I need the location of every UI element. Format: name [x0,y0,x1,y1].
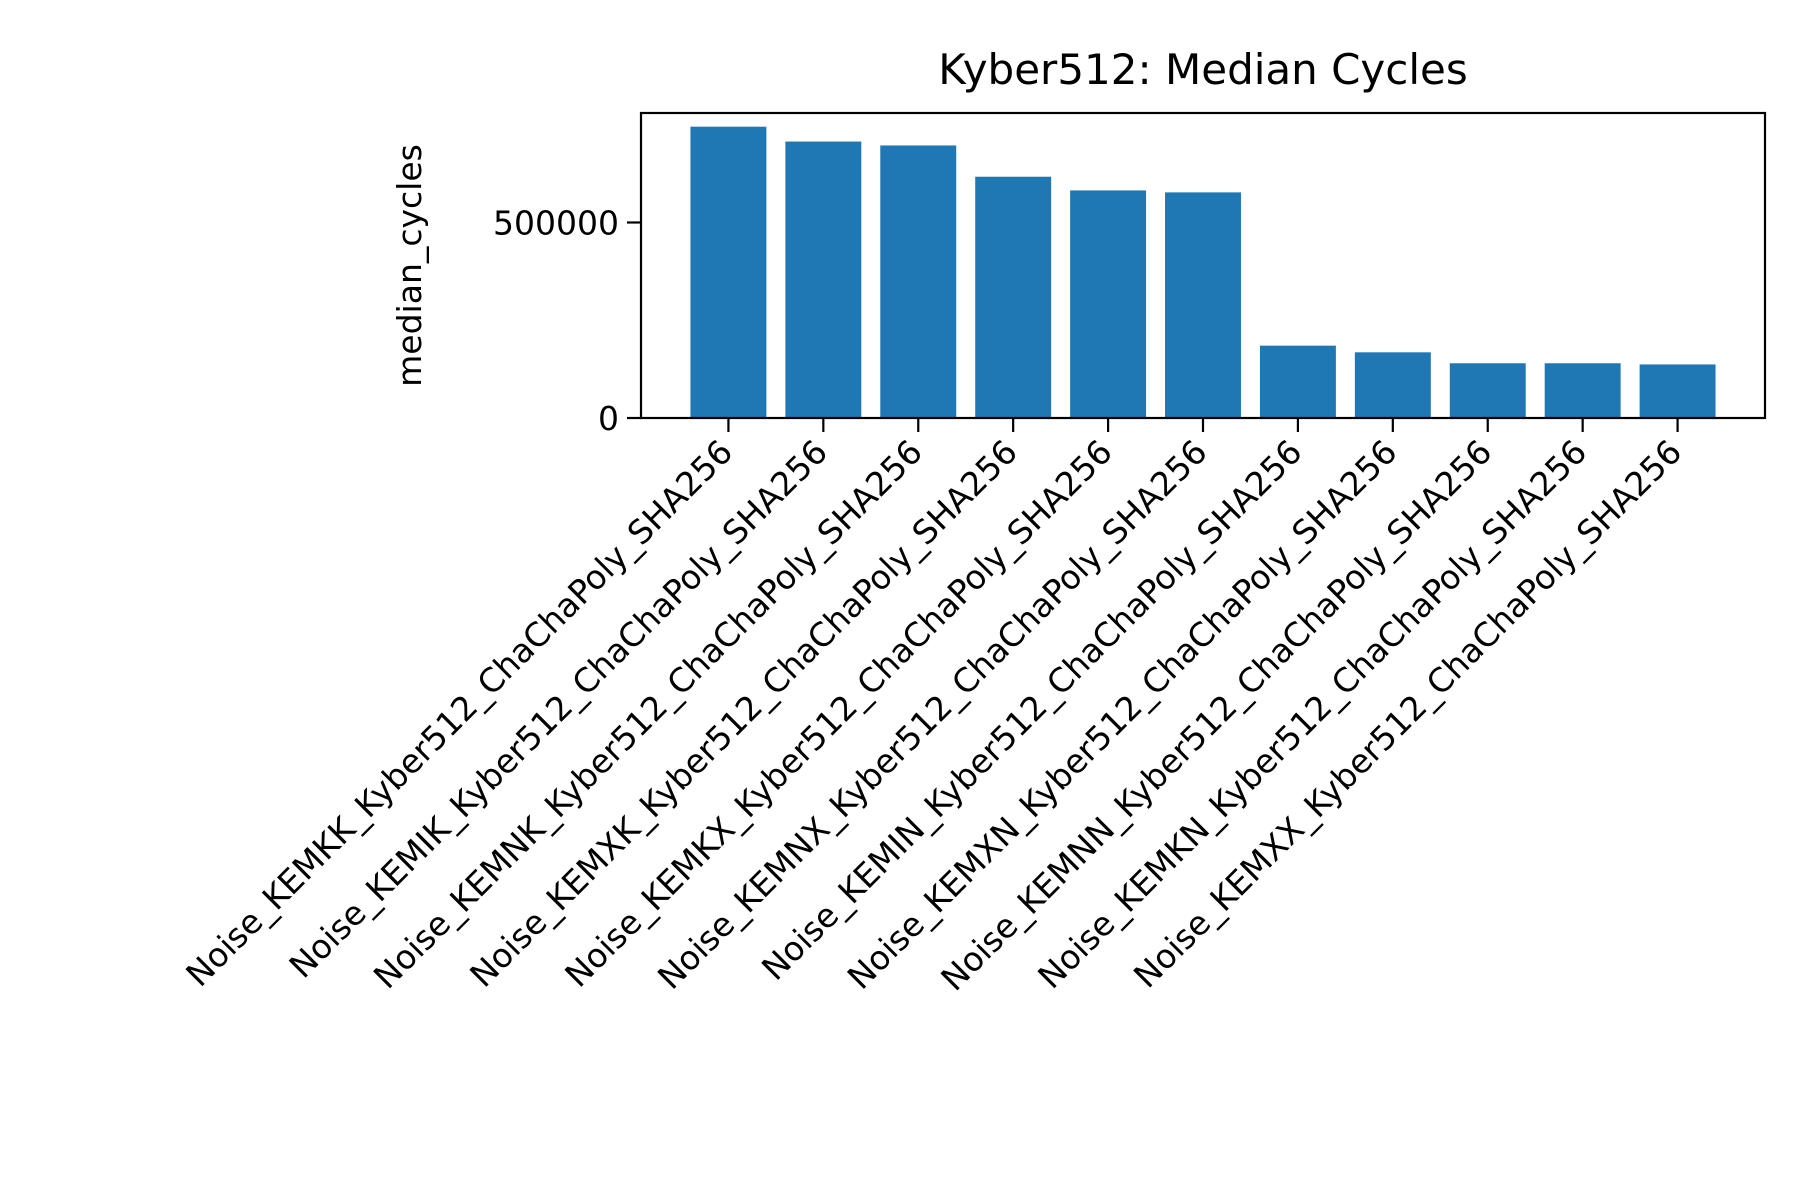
y-tick-label: 500000 [493,203,619,242]
bars-group [690,126,1716,419]
bar [1639,364,1716,418]
bar [975,176,1052,418]
bar [1070,190,1147,418]
x-axis-ticks: Noise_KEMKK_Kyber512_ChaChaPoly_SHA256No… [178,418,1689,998]
bar [690,126,767,418]
bar [785,141,862,419]
bar [1259,345,1336,418]
bar [1165,192,1241,418]
bar [880,145,957,418]
bar [1544,363,1621,418]
chart-title: Kyber512: Median Cycles [938,45,1468,94]
y-axis-label: median_cycles [390,144,429,387]
y-tick-label: 0 [598,399,619,438]
y-axis-ticks: 0 500000 [493,203,641,438]
bar [1449,363,1526,418]
plot-frame [639,111,1767,420]
bar [1354,352,1431,418]
